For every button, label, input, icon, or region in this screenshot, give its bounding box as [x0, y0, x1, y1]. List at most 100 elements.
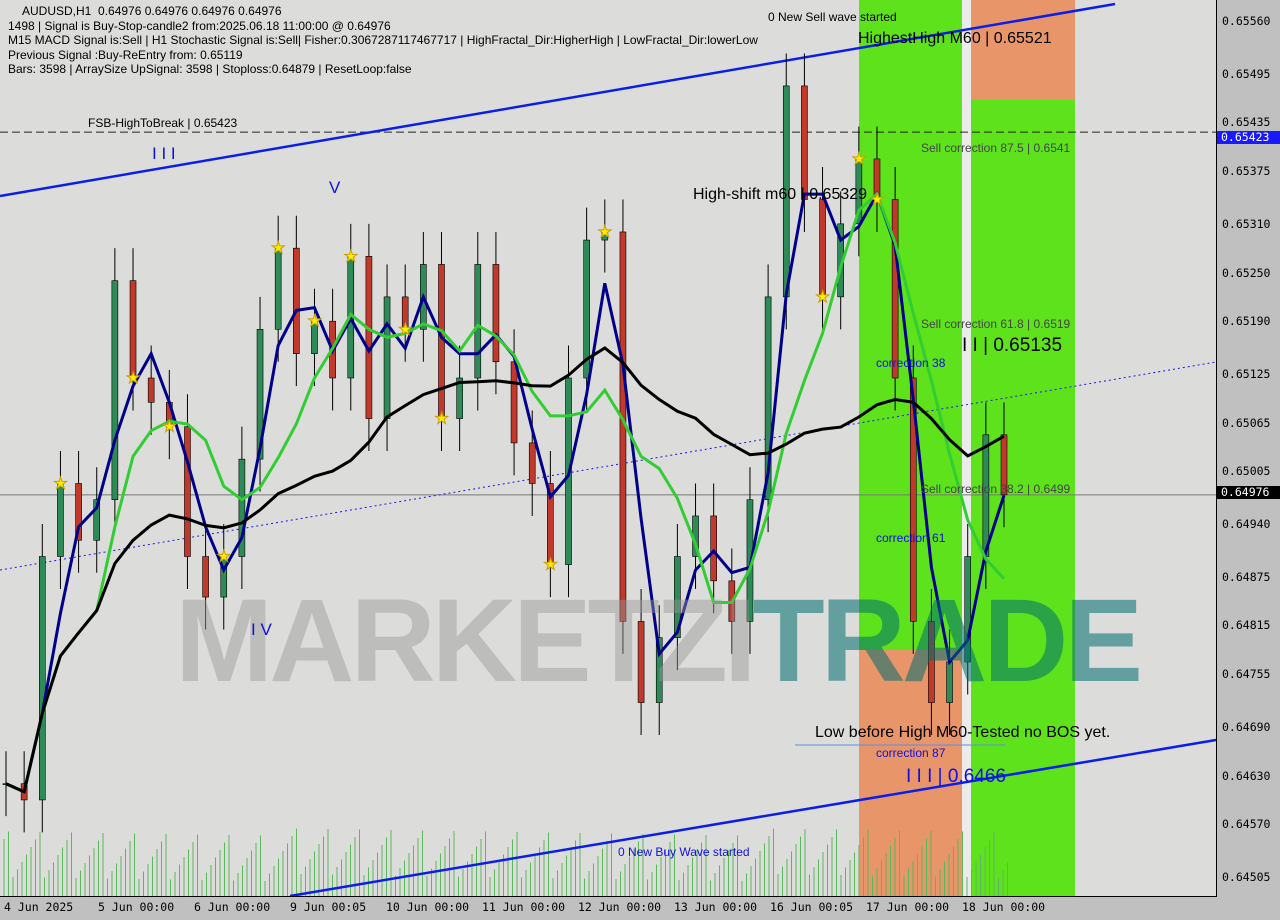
- level-ii-label: I I | 0.65135: [962, 335, 1063, 356]
- new-sell-wave-label: 0 New Sell wave started: [768, 10, 897, 24]
- candle-body: [238, 458, 246, 557]
- candle-body: [964, 556, 972, 663]
- signal-star-icon: ★: [344, 246, 358, 265]
- time-tick-label: 4 Jun 2025: [4, 900, 74, 914]
- signal-star-icon: ★: [598, 222, 612, 241]
- candle-body: [365, 255, 373, 419]
- sell-correction-382-label: Sell correction 38.2 | 0.6499: [921, 482, 1071, 496]
- trend-dotted-line: [0, 361, 1216, 571]
- time-tick-label: 18 Jun 00:00: [962, 900, 1046, 914]
- signal-star-icon: ★: [434, 409, 448, 428]
- signal-star-icon: ★: [307, 311, 321, 330]
- signal-star-icon: ★: [53, 473, 67, 492]
- candle-body: [202, 556, 209, 598]
- candle-body: [111, 280, 119, 501]
- time-tick-label: 5 Jun 00:00: [98, 900, 175, 914]
- low-before-high-label: Low before High M60-Tested no BOS yet.: [815, 724, 1111, 741]
- candle-body: [474, 264, 482, 379]
- price-tick-label: 0.65435: [1222, 115, 1271, 130]
- correction-87-label: correction 87: [876, 746, 946, 760]
- candle-body: [764, 296, 772, 501]
- slow-ma-line: [5, 346, 1005, 794]
- wave-v-label: V: [329, 178, 341, 197]
- candle-body: [601, 231, 609, 241]
- info-line: Bars: 3598 | ArraySize UpSignal: 3598 | …: [8, 62, 412, 76]
- time-tick-label: 17 Jun 00:00: [866, 900, 950, 914]
- candle-body: [710, 515, 717, 582]
- price-tick-label: 0.64630: [1222, 768, 1271, 783]
- upper-channel-line: [0, 2, 1116, 198]
- candle-body: [510, 361, 518, 444]
- candle-body: [220, 556, 228, 598]
- price-tick-label: 0.65310: [1222, 216, 1271, 231]
- wave-iv-label: I V: [251, 620, 272, 639]
- time-tick-label: 10 Jun 00:00: [386, 900, 470, 914]
- watermark-logo: MARKETZITRADE: [175, 575, 1143, 707]
- mid-ma-line: [5, 191, 1006, 794]
- candle-body: [528, 442, 536, 484]
- signal-star-icon: ★: [852, 149, 866, 168]
- candle-body: [1000, 434, 1008, 496]
- correction-38-label: correction 38: [876, 356, 946, 370]
- candle-body: [492, 264, 500, 363]
- time-tick-label: 16 Jun 00:05: [770, 900, 854, 914]
- price-tick-label: 0.65190: [1222, 314, 1271, 329]
- price-tick-label: 0.65125: [1222, 366, 1271, 381]
- candle-body: [801, 85, 808, 200]
- candle-body: [928, 621, 935, 703]
- price-tick-label: 0.65375: [1222, 164, 1271, 179]
- price-tick-label: 0.64570: [1222, 817, 1271, 832]
- signal-star-icon: ★: [217, 547, 231, 566]
- candle-body: [909, 377, 917, 622]
- price-tick-label: 0.65065: [1222, 415, 1271, 430]
- candle-body: [383, 296, 391, 419]
- chart-canvas[interactable]: ★ ★ ★ ★ ★ ★ ★ ★ ★ ★ ★ ★ ★ ★: [0, 0, 1216, 896]
- candle-body: [637, 621, 645, 703]
- candle-body: [311, 320, 318, 354]
- candle-body: [293, 247, 300, 354]
- new-buy-wave-label: 0 New Buy Wave started: [618, 845, 750, 859]
- price-tick-label: 0.64940: [1222, 517, 1271, 532]
- candle-body: [819, 199, 826, 298]
- candle-body: [129, 280, 137, 379]
- info-line: Previous Signal :Buy-ReEntry from: 0.651…: [8, 47, 243, 62]
- candle-body: [583, 239, 590, 379]
- price-tick-label: 0.64815: [1222, 618, 1271, 633]
- correction-61-label: correction 61: [876, 531, 946, 545]
- candle-body: [438, 264, 445, 419]
- signal-star-icon: ★: [543, 555, 557, 574]
- signal-star-icon: ★: [816, 287, 830, 306]
- time-tick-label: 11 Jun 00:00: [482, 900, 566, 914]
- candle-body: [873, 158, 881, 200]
- candle-body: [38, 556, 46, 801]
- zone-gap: [962, 0, 971, 896]
- info-line: 1498 | Signal is Buy-Stop-candle2 from:2…: [8, 18, 391, 33]
- info-line: M15 MACD Signal is:Sell | H1 Stochastic …: [8, 33, 758, 47]
- signal-star-icon: ★: [162, 417, 176, 436]
- fsb-high-label: FSB-HighToBreak | 0.65423: [88, 116, 238, 130]
- candle-body: [547, 483, 554, 565]
- candle-body: [75, 483, 82, 541]
- lower-channel-line: [289, 738, 1216, 896]
- candle-body: [655, 637, 663, 703]
- high-shift-label: High-shift m60 | 0.65329: [693, 186, 868, 203]
- signal-info-panel: AUDUSD,H1 0.64976 0.64976 0.64976 0.6497…: [8, 4, 758, 77]
- orange-zone: [971, 0, 1075, 100]
- candle-body: [57, 483, 64, 557]
- candle-body: [184, 426, 191, 557]
- price-tick-label: 0.64875: [1222, 569, 1271, 584]
- time-tick-label: 13 Jun 00:00: [674, 900, 758, 914]
- candle-body: [401, 296, 409, 330]
- time-tick-label: 6 Jun 00:00: [194, 900, 271, 914]
- sell-correction-618-label: Sell correction 61.8 | 0.6519: [921, 317, 1071, 331]
- candle-body: [147, 377, 155, 403]
- level-iii-label: I I I | 0.6466: [906, 766, 1007, 787]
- signal-star-icon: ★: [398, 319, 412, 338]
- price-tick-label: 0.64755: [1222, 667, 1271, 682]
- chart-plot-area[interactable]: ★ ★ ★ ★ ★ ★ ★ ★ ★ ★ ★ ★ ★ ★ MARKETZITRADE AUDUSD,H1 0…: [0, 0, 1217, 897]
- highest-high-label: HighestHigh M60 | 0.65521: [858, 30, 1052, 47]
- candle-body: [891, 199, 899, 379]
- wave-iii-label: I I I: [152, 144, 176, 163]
- price-tick-label: 0.65250: [1222, 265, 1271, 280]
- candle-body: [256, 329, 264, 460]
